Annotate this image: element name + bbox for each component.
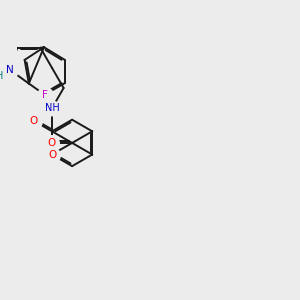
Text: O: O <box>30 116 38 126</box>
Text: NH: NH <box>45 103 59 113</box>
Text: O: O <box>47 138 56 148</box>
Text: N: N <box>6 65 14 75</box>
Text: O: O <box>48 149 56 160</box>
Text: H: H <box>0 71 4 81</box>
Text: F: F <box>42 90 48 100</box>
